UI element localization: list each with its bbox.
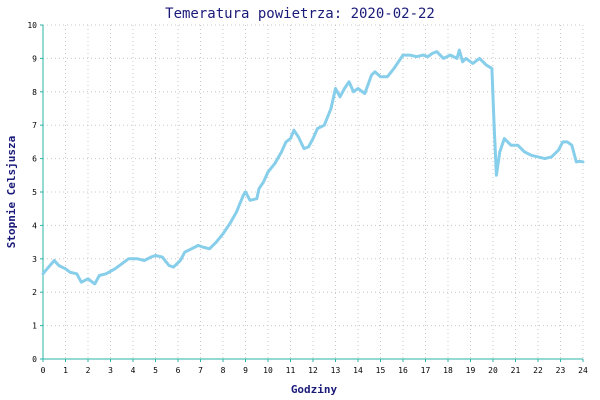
x-tick-label: 2 bbox=[86, 366, 91, 375]
x-tick-label: 9 bbox=[243, 366, 248, 375]
x-tick-label: 22 bbox=[533, 366, 543, 375]
x-tick-label: 15 bbox=[376, 366, 386, 375]
x-tick-label: 13 bbox=[331, 366, 341, 375]
series-layer bbox=[41, 48, 585, 286]
x-tick-label: 3 bbox=[108, 366, 113, 375]
chart-title: Temeratura powietrza: 2020-02-22 bbox=[165, 6, 435, 22]
x-tick-label: 6 bbox=[176, 366, 181, 375]
x-tick-label: 19 bbox=[466, 366, 476, 375]
x-tick-label: 21 bbox=[511, 366, 521, 375]
x-tick-label: 12 bbox=[308, 366, 318, 375]
x-tick-label: 7 bbox=[198, 366, 203, 375]
x-tick-label: 17 bbox=[421, 366, 431, 375]
x-axis-label: Godziny bbox=[291, 383, 338, 396]
y-tick-label: 7 bbox=[32, 121, 37, 130]
y-tick-label: 9 bbox=[32, 54, 37, 63]
y-tick-label: 1 bbox=[32, 322, 37, 331]
y-tick-label: 4 bbox=[32, 221, 37, 230]
temperature-series-line bbox=[41, 48, 585, 286]
x-tick-label: 24 bbox=[578, 366, 588, 375]
x-tick-label: 16 bbox=[398, 366, 408, 375]
x-tick-label: 1 bbox=[63, 366, 68, 375]
y-tick-label: 8 bbox=[32, 88, 37, 97]
x-tick-label: 0 bbox=[41, 366, 46, 375]
x-tick-label: 18 bbox=[443, 366, 453, 375]
x-tick-label: 11 bbox=[286, 366, 296, 375]
x-tick-label: 14 bbox=[353, 366, 363, 375]
y-tick-label: 5 bbox=[32, 188, 37, 197]
x-tick-label: 8 bbox=[221, 366, 226, 375]
y-tick-label: 10 bbox=[27, 21, 37, 30]
x-tick-label: 10 bbox=[263, 366, 273, 375]
x-tick-label: 23 bbox=[556, 366, 566, 375]
y-axis-label: Stopnie Celsjusza bbox=[5, 136, 18, 249]
tick-labels: 0 1 2 3 4 5 6 7 8 9 10 11 12 13 14 15 16 17 18 19 20 21 22 23 24… bbox=[27, 21, 588, 375]
x-tick-label: 5 bbox=[153, 366, 158, 375]
x-tick-label: 4 bbox=[131, 366, 136, 375]
y-tick-label: 2 bbox=[32, 288, 37, 297]
y-tick-label: 3 bbox=[32, 255, 37, 264]
x-tick-label: 20 bbox=[488, 366, 498, 375]
y-tick-label: 6 bbox=[32, 155, 37, 164]
y-tick-label: 0 bbox=[32, 355, 37, 364]
